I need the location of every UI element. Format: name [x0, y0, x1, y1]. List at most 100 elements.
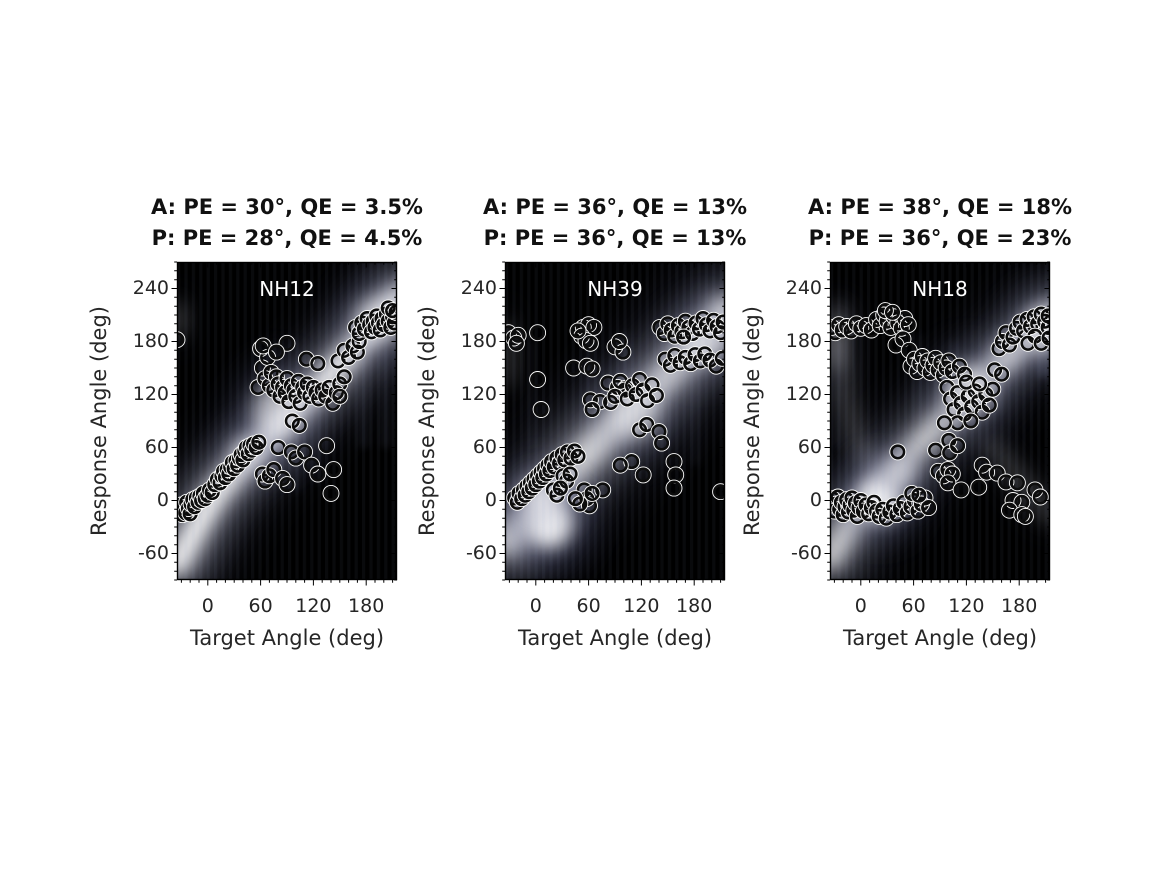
response-marker-rim — [551, 479, 569, 497]
response-marker-rim — [611, 456, 629, 474]
response-marker-rim — [1016, 507, 1034, 525]
response-marker-rim — [296, 443, 314, 461]
response-marker-rim — [318, 437, 336, 455]
response-marker-rim — [561, 465, 579, 483]
response-marker — [533, 401, 549, 418]
response-marker-rim — [647, 386, 665, 404]
response-marker-rim — [884, 497, 902, 515]
response-marker-rim — [653, 434, 671, 452]
response-marker-rim — [529, 324, 547, 342]
response-marker-rim — [1001, 336, 1018, 354]
x-tick-label: 120 — [623, 595, 660, 617]
plot-area-nh18 — [824, 261, 1051, 586]
response-marker-rim — [265, 461, 283, 479]
response-marker-rim — [943, 465, 961, 483]
x-axis-label: Target Angle (deg) — [189, 626, 385, 650]
response-marker-rim — [267, 343, 285, 361]
response-marker — [1009, 475, 1025, 491]
response-marker-rim — [290, 416, 308, 434]
response-marker — [291, 417, 307, 433]
response-marker-rim — [889, 443, 907, 461]
y-tick-label: 180 — [460, 329, 497, 352]
response-marker-rim — [309, 355, 327, 373]
response-marker-rim — [583, 484, 601, 502]
response-marker — [1040, 308, 1050, 324]
response-marker-rim — [532, 401, 550, 418]
panel-label: NH18 — [912, 277, 968, 301]
response-marker — [177, 332, 185, 348]
x-tick-label: 180 — [348, 595, 385, 617]
y-tick-label: 120 — [132, 382, 169, 405]
title-line-predicted: P: PE = 36°, QE = 13% — [483, 226, 747, 250]
response-marker — [972, 376, 988, 392]
response-marker — [1032, 489, 1048, 505]
response-marker — [648, 387, 664, 403]
y-tick-label: 0 — [484, 488, 497, 511]
response-marker — [611, 333, 627, 350]
response-marker-rim — [507, 334, 525, 352]
response-marker — [266, 462, 282, 478]
response-marker — [552, 480, 568, 496]
y-tick-label: -60 — [465, 541, 497, 564]
x-tick-label: 180 — [676, 595, 713, 617]
response-marker — [586, 319, 602, 335]
response-marker-rim — [884, 303, 901, 321]
response-marker — [323, 485, 339, 501]
response-marker-rim — [903, 484, 921, 502]
response-marker — [332, 388, 348, 404]
response-marker — [884, 304, 901, 320]
x-tick-label: 60 — [248, 595, 273, 617]
y-axis-label: Response Angle (deg) — [415, 306, 439, 536]
response-marker-rim — [566, 490, 584, 508]
plot-border — [176, 261, 398, 581]
response-marker — [570, 448, 586, 464]
response-marker — [279, 477, 295, 493]
response-marker — [654, 435, 670, 451]
title-line-actual: A: PE = 36°, QE = 13% — [483, 195, 747, 219]
heatmap-scatter-plot — [171, 261, 398, 586]
plot-border — [829, 261, 1051, 581]
x-tick-label: 120 — [295, 595, 332, 617]
response-marker-rim — [638, 416, 656, 433]
response-marker — [979, 464, 995, 480]
response-marker — [944, 466, 960, 482]
y-axis-label: Response Angle (deg) — [87, 306, 111, 536]
response-marker-rim — [876, 302, 894, 320]
plot-area-nh39 — [499, 261, 726, 586]
response-marker — [676, 329, 692, 345]
response-marker — [251, 434, 267, 450]
response-marker-rim — [177, 331, 186, 349]
response-marker — [385, 303, 397, 319]
response-marker — [985, 381, 1001, 397]
response-marker — [310, 466, 326, 482]
response-marker-rim — [278, 476, 296, 494]
x-tick-label: 60 — [901, 595, 926, 617]
response-marker — [255, 338, 271, 354]
response-marker — [268, 344, 284, 360]
panel-title: A: PE = 30°, QE = 3.5% P: PE = 28°, QE =… — [115, 192, 459, 254]
response-marker-rim — [610, 333, 628, 350]
response-marker-rim — [581, 334, 599, 352]
title-line-predicted: P: PE = 36°, QE = 23% — [808, 226, 1072, 250]
response-marker — [584, 485, 600, 501]
response-marker — [336, 369, 352, 385]
response-marker — [383, 319, 397, 335]
x-axis-label: Target Angle (deg) — [842, 626, 1038, 650]
response-marker-rim — [712, 324, 725, 342]
y-tick-label: 120 — [460, 382, 497, 405]
axis-ticks — [824, 261, 1050, 586]
response-marker — [612, 457, 628, 473]
response-marker-rim — [614, 343, 632, 361]
response-marker — [666, 480, 682, 496]
response-marker — [936, 415, 952, 431]
response-marker-rim — [250, 433, 268, 451]
response-marker — [714, 350, 725, 366]
x-tick-label: 120 — [948, 595, 985, 617]
response-marker — [567, 491, 583, 507]
response-marker-rim — [970, 478, 988, 496]
response-marker-rim — [1031, 488, 1049, 506]
response-marker-rim — [529, 371, 547, 388]
y-tick-label: 240 — [132, 276, 169, 299]
response-marker — [562, 466, 578, 482]
